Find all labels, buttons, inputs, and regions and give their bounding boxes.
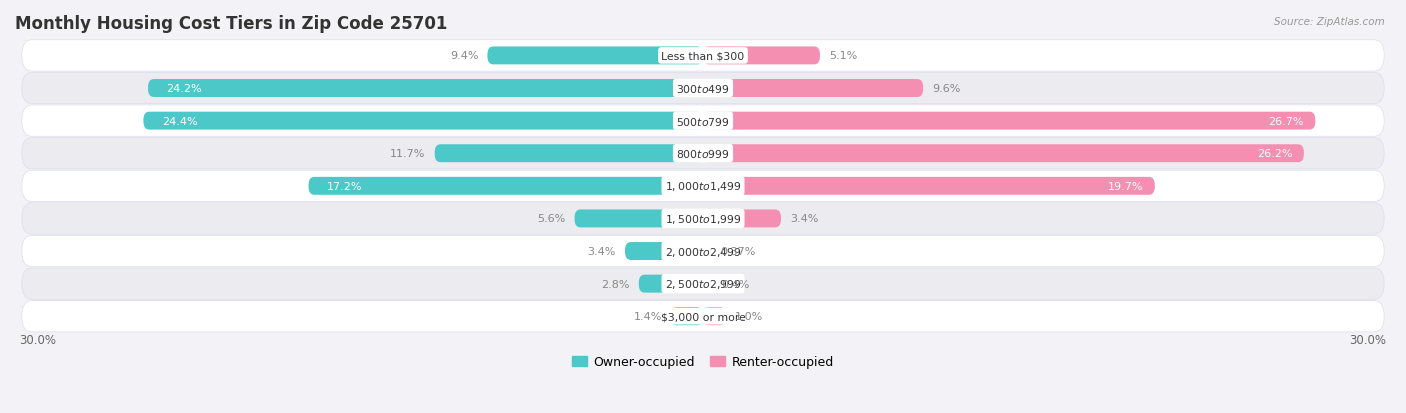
FancyBboxPatch shape (22, 301, 1384, 332)
FancyBboxPatch shape (434, 145, 703, 163)
FancyBboxPatch shape (22, 73, 1384, 104)
Legend: Owner-occupied, Renter-occupied: Owner-occupied, Renter-occupied (568, 350, 838, 373)
FancyBboxPatch shape (671, 308, 703, 325)
Text: 19.7%: 19.7% (1108, 181, 1143, 191)
Text: Monthly Housing Cost Tiers in Zip Code 25701: Monthly Housing Cost Tiers in Zip Code 2… (15, 15, 447, 33)
Text: $800 to $999: $800 to $999 (676, 148, 730, 160)
FancyBboxPatch shape (488, 47, 703, 65)
Text: 2.8%: 2.8% (602, 279, 630, 289)
Text: 1.4%: 1.4% (633, 311, 662, 321)
FancyBboxPatch shape (703, 80, 924, 98)
Text: $2,500 to $2,999: $2,500 to $2,999 (665, 278, 741, 290)
FancyBboxPatch shape (626, 242, 703, 260)
FancyBboxPatch shape (575, 210, 703, 228)
Text: 0.37%: 0.37% (721, 247, 756, 256)
Text: 11.7%: 11.7% (389, 149, 426, 159)
Text: 30.0%: 30.0% (20, 333, 56, 347)
Text: $500 to $799: $500 to $799 (676, 115, 730, 127)
FancyBboxPatch shape (703, 275, 713, 293)
FancyBboxPatch shape (308, 178, 703, 195)
FancyBboxPatch shape (638, 275, 703, 293)
FancyBboxPatch shape (22, 236, 1384, 267)
Text: Source: ZipAtlas.com: Source: ZipAtlas.com (1274, 17, 1385, 26)
FancyBboxPatch shape (22, 268, 1384, 299)
Text: 24.4%: 24.4% (162, 116, 197, 126)
FancyBboxPatch shape (148, 80, 703, 98)
Text: 5.1%: 5.1% (830, 51, 858, 61)
FancyBboxPatch shape (22, 106, 1384, 137)
Text: 26.2%: 26.2% (1257, 149, 1292, 159)
FancyBboxPatch shape (703, 242, 711, 260)
Text: $3,000 or more: $3,000 or more (661, 311, 745, 321)
Text: 30.0%: 30.0% (1350, 333, 1386, 347)
Text: 5.6%: 5.6% (537, 214, 565, 224)
Text: 3.4%: 3.4% (790, 214, 818, 224)
Text: 9.6%: 9.6% (932, 84, 960, 94)
FancyBboxPatch shape (703, 112, 1316, 130)
Text: $1,000 to $1,499: $1,000 to $1,499 (665, 180, 741, 193)
FancyBboxPatch shape (703, 47, 820, 65)
Text: $300 to $499: $300 to $499 (676, 83, 730, 95)
Text: 3.4%: 3.4% (588, 247, 616, 256)
FancyBboxPatch shape (22, 40, 1384, 72)
FancyBboxPatch shape (703, 210, 780, 228)
Text: 17.2%: 17.2% (326, 181, 363, 191)
Text: 9.4%: 9.4% (450, 51, 478, 61)
FancyBboxPatch shape (22, 138, 1384, 169)
FancyBboxPatch shape (22, 203, 1384, 235)
Text: Less than $300: Less than $300 (661, 51, 745, 61)
FancyBboxPatch shape (703, 178, 1154, 195)
Text: $2,000 to $2,499: $2,000 to $2,499 (665, 245, 741, 258)
Text: 24.2%: 24.2% (166, 84, 202, 94)
Text: $1,500 to $1,999: $1,500 to $1,999 (665, 212, 741, 225)
FancyBboxPatch shape (143, 112, 703, 130)
FancyBboxPatch shape (22, 171, 1384, 202)
Text: 0.4%: 0.4% (721, 279, 749, 289)
FancyBboxPatch shape (703, 308, 725, 325)
FancyBboxPatch shape (703, 145, 1303, 163)
Text: 26.7%: 26.7% (1268, 116, 1303, 126)
Text: 1.0%: 1.0% (735, 311, 763, 321)
